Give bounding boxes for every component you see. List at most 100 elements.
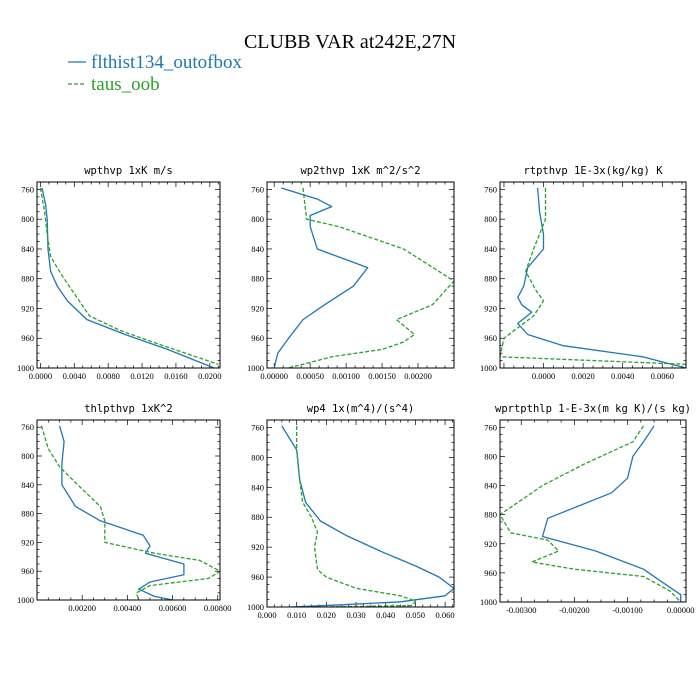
panel-4: thlpthvp 1xK^2 760 800 840 880 920 960 1000 0.00…: [17, 403, 232, 613]
panel-1: wpthvp 1xK m/s76080084088092096010000.00…: [17, 165, 222, 381]
y-tick-label: 840: [484, 244, 497, 254]
y-tick-label: 760: [251, 184, 264, 194]
x-tick-label: 0.010: [287, 610, 306, 620]
x-tick-label: 0.0000: [29, 371, 52, 381]
panels: wpthvp 1xK m/s76080084088092096010000.00…: [17, 165, 694, 620]
panel-title: wp2thvp 1xK m^2/s^2: [300, 165, 420, 177]
y-tick-label: 760: [484, 422, 497, 432]
y-tick-label: 800: [251, 214, 264, 224]
series-line-taus-oob: [296, 426, 417, 607]
x-tick-label: 0.00000: [260, 371, 288, 381]
y-tick-label: 760: [21, 422, 34, 432]
main-title: CLUBB VAR at242E,27N: [244, 31, 456, 53]
y-tick-label: 920: [484, 303, 497, 313]
y-tick-label: 760: [21, 184, 34, 194]
y-tick-label: 840: [484, 481, 497, 491]
series-line-flthist134-outofbox: [517, 187, 686, 368]
x-tick-label: 0.0020: [571, 371, 594, 381]
x-tick-label: 0.0120: [130, 371, 153, 381]
panel-title: wp4 1x(m^4)/(s^4): [307, 403, 414, 415]
y-tick-label: 960: [484, 568, 497, 578]
x-tick-label: 0.0080: [96, 371, 119, 381]
y-tick-label: 800: [21, 451, 34, 461]
series-line-flthist134-outofbox: [41, 187, 215, 368]
y-tick-label: 920: [484, 539, 497, 549]
y-tick-label: 880: [251, 274, 264, 284]
y-tick-label: 880: [21, 274, 34, 284]
plot-frame: [499, 181, 687, 369]
y-tick-label: 880: [21, 509, 34, 519]
series-line-flthist134-outofbox: [541, 425, 682, 602]
y-tick-label: 920: [21, 537, 34, 547]
x-tick-label: 0.00150: [368, 371, 396, 381]
x-tick-label: 0.00400: [114, 603, 142, 613]
x-tick-label: 0.000: [257, 610, 276, 620]
panel-title: wpthvp 1xK m/s: [84, 165, 173, 177]
y-tick-label: 840: [21, 480, 34, 490]
x-tick-label: 0.0040: [611, 371, 634, 381]
y-tick-label: 920: [251, 542, 264, 552]
y-tick-label: 880: [251, 512, 264, 522]
y-tick-label: 840: [21, 244, 34, 254]
x-tick-label: 0.00200: [68, 603, 96, 613]
y-tick-label: 880: [484, 510, 497, 520]
plot-frame: [266, 181, 455, 369]
series-line-taus-oob: [500, 425, 682, 602]
x-tick-label: 0.00200: [404, 371, 432, 381]
x-tick-label: 0.050: [406, 610, 425, 620]
plot-frame: [499, 419, 687, 603]
y-tick-label: 840: [251, 244, 264, 254]
plot-frame: [36, 181, 221, 369]
y-tick-label: 960: [21, 333, 34, 343]
x-tick-label: -0.00100: [612, 605, 642, 615]
x-tick-label: 0.020: [317, 610, 336, 620]
series-line-flthist134-outofbox: [273, 187, 369, 368]
x-tick-label: 0.00600: [159, 603, 187, 613]
y-tick-label: 1000: [247, 363, 264, 373]
y-tick-label: 1000: [17, 363, 34, 373]
series-line-taus-oob: [40, 425, 220, 600]
x-tick-label: -0.00300: [506, 605, 536, 615]
y-tick-label: 960: [251, 572, 264, 582]
legend-label-flthist134: flthist134_outofbox: [91, 52, 242, 73]
series-line-taus-oob: [500, 188, 686, 365]
y-tick-label: 960: [21, 566, 34, 576]
series-line-taus-oob: [39, 187, 219, 365]
x-tick-label: 0.0040: [63, 371, 86, 381]
series-line-flthist134-outofbox: [58, 425, 185, 600]
panel-5: wp4 1x(m^4)/(s^4)76080084088092096010000…: [247, 403, 455, 620]
y-tick-label: 800: [251, 452, 264, 462]
y-tick-label: 760: [484, 184, 497, 194]
panel-6: wprtpthlp 1-E-3x(m kg K)/(s kg) 760 800 840…: [480, 403, 694, 615]
y-tick-label: 960: [251, 333, 264, 343]
x-tick-label: -0.00200: [559, 605, 589, 615]
panel-title: wprtpthlp 1-E-3x(m kg K)/(s kg): [495, 403, 691, 415]
series-line-taus-oob: [288, 187, 454, 368]
y-tick-label: 1000: [480, 363, 497, 373]
y-tick-label: 800: [21, 214, 34, 224]
panel-3: rtpthvp 1E-3x(kg/kg) K 760 800 840 880 920 960…: [480, 165, 687, 381]
legend-label-taus-oob: taus_oob: [91, 74, 160, 95]
y-tick-label: 800: [484, 214, 497, 224]
x-tick-label: 0.00100: [332, 371, 360, 381]
x-tick-label: 0.0060: [651, 371, 674, 381]
panel-title: thlpthvp 1xK^2: [84, 403, 173, 415]
legend: flthist134_outofbox taus_oob: [68, 52, 242, 95]
y-tick-label: 920: [21, 303, 34, 313]
y-tick-label: 880: [484, 274, 497, 284]
x-tick-label: 0.00050: [296, 371, 324, 381]
plot-frame: [36, 419, 221, 601]
x-tick-label: 0.060: [436, 610, 455, 620]
series-line-flthist134-outofbox: [281, 425, 454, 607]
y-tick-label: 960: [484, 333, 497, 343]
x-tick-label: 0.040: [376, 610, 395, 620]
x-tick-label: 0.00800: [204, 603, 232, 613]
y-tick-label: 1000: [247, 602, 264, 612]
y-tick-label: 800: [484, 451, 497, 461]
y-tick-label: 840: [251, 482, 264, 492]
x-tick-label: 0.00000: [667, 605, 695, 615]
panel-2: wp2thvp 1xK m^2/s^2 760 800 840 880 920 960 100…: [247, 165, 455, 381]
x-tick-label: 0.0200: [198, 371, 221, 381]
y-tick-label: 1000: [17, 595, 34, 605]
